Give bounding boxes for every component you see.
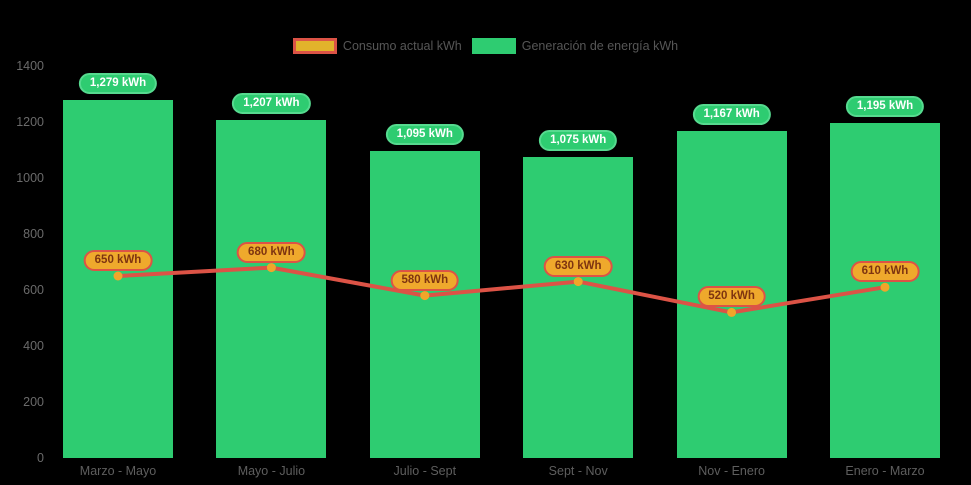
line-value-badge: 580 kWh xyxy=(390,269,460,291)
y-axis-tick-label: 400 xyxy=(23,339,44,353)
legend-item-generacion[interactable]: Generación de energía kWh xyxy=(471,38,679,54)
bar-value-badge: 1,075 kWh xyxy=(539,130,618,151)
line-value-badge: 630 kWh xyxy=(543,255,613,277)
legend-label-consumo: Consumo actual kWh xyxy=(342,39,462,53)
y-axis-tick-label: 1000 xyxy=(16,171,44,185)
y-axis-tick-label: 600 xyxy=(23,283,44,297)
y-axis-tick-label: 1200 xyxy=(16,115,44,129)
line-value-badge: 680 kWh xyxy=(237,241,306,263)
line-value-badge: 610 kWh xyxy=(850,261,920,283)
bar-value-badge: 1,167 kWh xyxy=(692,104,771,126)
legend: Consumo actual kWh Generación de energía… xyxy=(0,38,971,54)
y-axis-tick-label: 0 xyxy=(37,451,44,465)
generation-bar[interactable] xyxy=(369,151,480,458)
y-axis-tick-label: 1400 xyxy=(16,59,44,73)
generation-bar[interactable] xyxy=(216,120,327,458)
legend-item-consumo[interactable]: Consumo actual kWh xyxy=(292,38,462,54)
legend-label-generacion: Generación de energía kWh xyxy=(521,39,679,53)
bar-value-badge: 1,095 kWh xyxy=(385,124,464,146)
line-value-badge: 650 kWh xyxy=(83,250,153,271)
x-axis-label: Sept - Nov xyxy=(548,464,608,478)
generation-bar[interactable] xyxy=(63,99,173,458)
x-axis-label: Mayo - Julio xyxy=(237,464,306,478)
x-axis-label: Julio - Sept xyxy=(393,464,457,478)
x-axis-label: Marzo - Mayo xyxy=(79,464,157,478)
y-axis-tick-label: 800 xyxy=(23,227,44,241)
line-value-badge: 520 kWh xyxy=(697,286,766,308)
x-axis-label: Enero - Marzo xyxy=(845,464,925,478)
y-axis-tick-label: 200 xyxy=(23,395,44,409)
x-axis-label: Nov - Enero xyxy=(698,464,765,478)
consumo-line-swatch-icon xyxy=(292,38,337,54)
bar-value-badge: 1,279 kWh xyxy=(78,72,158,94)
generation-bar[interactable] xyxy=(523,157,634,458)
generation-bar[interactable] xyxy=(830,123,940,458)
bar-value-badge: 1,195 kWh xyxy=(845,96,925,118)
generacion-bar-swatch-icon xyxy=(471,38,516,54)
bar-value-badge: 1,207 kWh xyxy=(232,93,311,115)
